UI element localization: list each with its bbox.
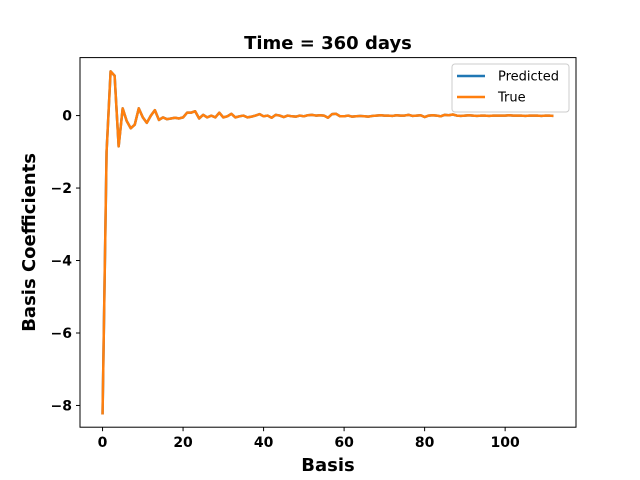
y-tick-label: −2 <box>51 181 72 197</box>
chart-title: Time = 360 days <box>244 33 412 54</box>
y-tick-label: 0 <box>62 109 72 125</box>
y-tick-label: −8 <box>51 398 72 414</box>
x-tick-label: 0 <box>98 435 108 451</box>
legend-label-true: True <box>497 91 526 106</box>
y-axis-label: Basis Coefficients <box>19 153 40 332</box>
plot-frame <box>79 57 577 428</box>
x-tick-label: 100 <box>491 435 520 451</box>
x-tick-label: 80 <box>415 435 435 451</box>
x-axis: 0 20 40 60 80 100 <box>98 427 520 451</box>
series-line-true <box>101 70 554 415</box>
x-tick-label: 20 <box>173 435 193 451</box>
x-tick-label: 40 <box>254 435 274 451</box>
x-tick-label: 60 <box>334 435 354 451</box>
series-line-predicted <box>101 70 554 415</box>
legend-label-predicted: Predicted <box>498 70 559 85</box>
y-tick-label: −6 <box>51 326 72 342</box>
legend: Predicted True <box>451 63 570 113</box>
plot-lines <box>101 70 554 415</box>
y-tick-label: −4 <box>51 254 73 270</box>
x-axis-label: Basis <box>301 455 354 476</box>
y-axis: −8 −6 −4 −2 0 <box>51 109 80 414</box>
